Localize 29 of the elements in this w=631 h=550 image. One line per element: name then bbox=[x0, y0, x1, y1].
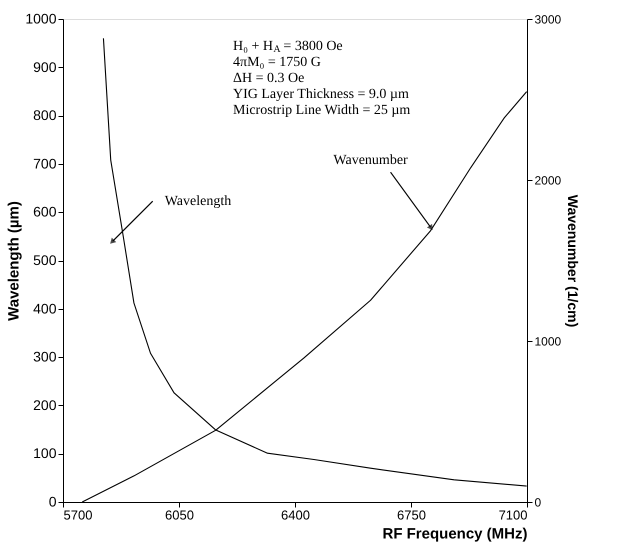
annotation: 4πM₀ = 1750 G bbox=[233, 55, 321, 70]
y-tick-label: 800 bbox=[33, 107, 57, 124]
y-tick-label: 400 bbox=[33, 300, 57, 316]
y-axis-title: Wavelength (µm) bbox=[5, 201, 22, 321]
annotation: ΔH = 0.3 Oe bbox=[233, 71, 304, 86]
y2-axis-title: Wavenumber (1/cm) bbox=[565, 194, 582, 328]
y2-tick-label: 1000 bbox=[534, 334, 562, 348]
y-tick-label: 600 bbox=[33, 204, 57, 220]
annotation: YIG Layer Thickness = 9.0 µm bbox=[233, 87, 409, 102]
annotation: Wavenumber bbox=[333, 153, 408, 168]
annotation: Wavelength bbox=[164, 194, 232, 210]
annotation: Microstrip Line Width = 25 µm bbox=[233, 103, 410, 118]
y-tick-label: 300 bbox=[33, 348, 57, 365]
y-tick-label: 0 bbox=[48, 494, 57, 510]
y-tick-label: 1000 bbox=[25, 10, 57, 26]
y-tick-label: 100 bbox=[33, 445, 57, 462]
y2-tick-label: 0 bbox=[534, 496, 542, 510]
x-tick-label: 6050 bbox=[165, 508, 194, 522]
y-tick-label: 200 bbox=[33, 396, 57, 413]
y2-tick-label: 2000 bbox=[534, 174, 562, 188]
x-axis-title: RF Frequency (MHz) bbox=[382, 526, 528, 542]
x-tick-label: 7100 bbox=[498, 508, 528, 522]
x-tick-label: 5700 bbox=[64, 508, 92, 522]
x-tick-label: 6400 bbox=[281, 508, 310, 522]
y2-tick-label: 3000 bbox=[534, 12, 562, 26]
x-tick-label: 6750 bbox=[397, 508, 426, 522]
y-tick-label: 700 bbox=[33, 155, 57, 172]
y-tick-label: 900 bbox=[33, 58, 57, 75]
y-tick-label: 500 bbox=[33, 252, 57, 268]
